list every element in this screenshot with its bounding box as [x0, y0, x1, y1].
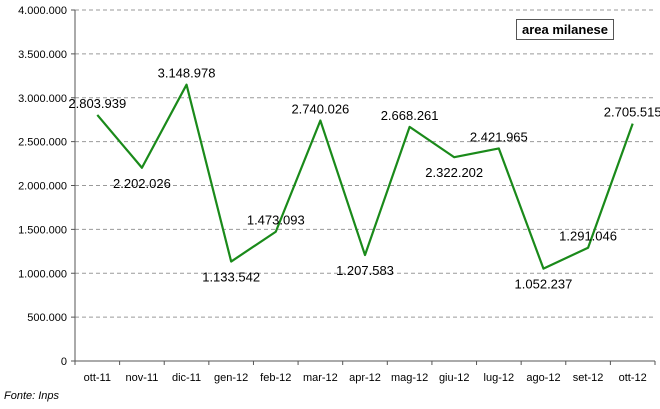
y-tick-label: 0: [61, 356, 67, 368]
x-tick-label: mag-12: [391, 372, 428, 384]
data-label: 2.740.026: [291, 102, 349, 117]
series-lines: [96, 83, 634, 270]
x-tick-label: gen-12: [214, 372, 248, 384]
x-tick-label: ott-11: [84, 372, 111, 384]
y-tick-label: 1.500.000: [18, 224, 67, 236]
source-note: Fonte: Inps: [4, 390, 60, 402]
data-label: 2.202.026: [113, 176, 171, 191]
data-label: 2.421.965: [470, 129, 528, 144]
x-tick-label: mar-12: [303, 372, 338, 384]
data-label: 1.207.583: [336, 263, 394, 278]
data-label: 1.291.046: [559, 229, 617, 244]
gridlines: [75, 9, 655, 318]
series-line: [96, 83, 634, 270]
y-axis-ticks: 0 500.000 1.000.000 1.500.000 2.000.000 2.500…: [18, 5, 75, 368]
data-labels: 2.803.939 2.202.026 3.148.978 1.133.542 1.47…: [68, 66, 660, 292]
x-tick-label: apr-12: [349, 372, 381, 384]
y-tick-label: 500.000: [27, 312, 67, 324]
x-tick-label: lug-12: [484, 372, 515, 384]
x-axis-ticks: ott-11 nov-11 dic-11 gen-12 feb-12 mar-12 apr-…: [74, 361, 656, 384]
data-label: 2.705.515: [604, 105, 660, 120]
y-tick-label: 1.000.000: [18, 268, 67, 280]
x-tick-label: dic-11: [172, 372, 201, 384]
y-tick-label: 3.000.000: [18, 93, 67, 105]
data-label: 1.133.542: [202, 270, 260, 285]
x-tick-label: feb-12: [260, 372, 291, 384]
legend-entry: area milanese: [516, 19, 615, 40]
data-label: 1.052.237: [515, 277, 573, 292]
y-tick-label: 3.500.000: [18, 49, 67, 61]
data-label: 1.473.093: [247, 213, 305, 228]
x-tick-label: ott-12: [619, 372, 647, 384]
y-tick-label: 2.500.000: [18, 137, 67, 149]
x-tick-label: nov-11: [126, 372, 159, 384]
x-tick-label: ago-12: [526, 372, 560, 384]
data-label: 2.322.202: [425, 165, 483, 180]
data-label: 3.148.978: [158, 66, 216, 81]
data-label: 2.668.261: [381, 108, 439, 123]
data-label: 2.803.939: [68, 96, 126, 111]
x-tick-label: giu-12: [439, 372, 470, 384]
y-tick-label: 4.000.000: [18, 5, 67, 17]
x-tick-label: set-12: [573, 372, 604, 384]
y-tick-label: 2.000.000: [18, 181, 67, 193]
